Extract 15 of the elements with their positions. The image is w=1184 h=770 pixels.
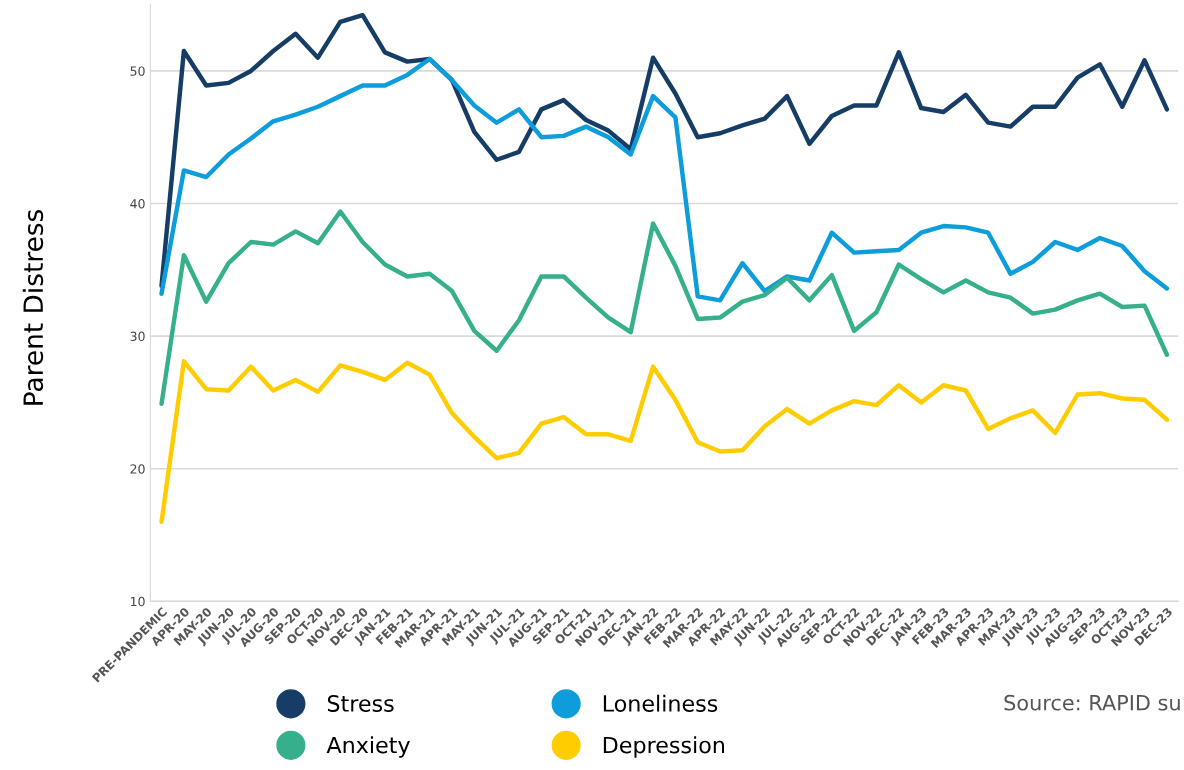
y-tick-label: 20 xyxy=(130,464,145,474)
y-tick-label: 50 xyxy=(130,66,145,76)
y-tick-label: 30 xyxy=(130,331,145,342)
line-series xyxy=(159,209,1170,406)
source-note: Source: RAPID su xyxy=(1004,694,1180,711)
y-tick-label: 10 xyxy=(130,596,145,607)
legend-label: Depression xyxy=(603,736,725,758)
line-series xyxy=(159,13,1170,288)
legend-label: Anxiety xyxy=(326,736,410,758)
line-series xyxy=(159,359,1170,525)
legend-label: Loneliness xyxy=(603,694,718,712)
y-tick-label: 40 xyxy=(130,199,145,209)
y-axis-title: Parent Distress xyxy=(22,209,44,405)
line-series xyxy=(159,56,1170,303)
legend-label: Stress xyxy=(327,695,394,712)
